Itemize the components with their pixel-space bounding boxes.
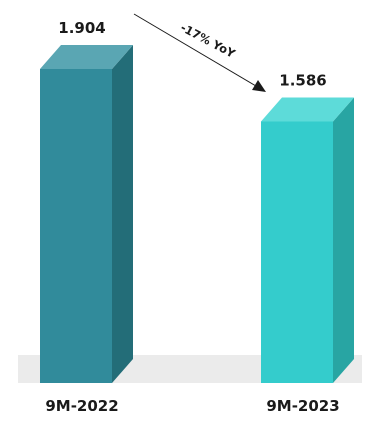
bar-side-9m-2022 xyxy=(112,45,133,383)
yoy-arrow-line xyxy=(133,13,257,87)
category-label-9m-2023: 9M-2023 xyxy=(266,397,339,415)
bar-top-9m-2022 xyxy=(40,45,133,69)
bar-9m-2022 xyxy=(40,45,133,383)
bar-side-9m-2023 xyxy=(333,97,354,384)
category-label-9m-2022: 9M-2022 xyxy=(45,397,118,415)
bar-front-9m-2023 xyxy=(261,121,333,384)
value-label-9m-2023: 1.586 xyxy=(279,71,326,89)
bar-front-9m-2022 xyxy=(40,69,112,383)
value-label-9m-2022: 1.904 xyxy=(58,19,105,37)
bar-9m-2023 xyxy=(261,97,354,384)
bars-layer xyxy=(40,45,354,384)
yoy-arrow-head xyxy=(252,80,266,92)
bar-top-9m-2023 xyxy=(261,97,354,122)
yoy-annotation: -17% YoY xyxy=(178,20,238,61)
